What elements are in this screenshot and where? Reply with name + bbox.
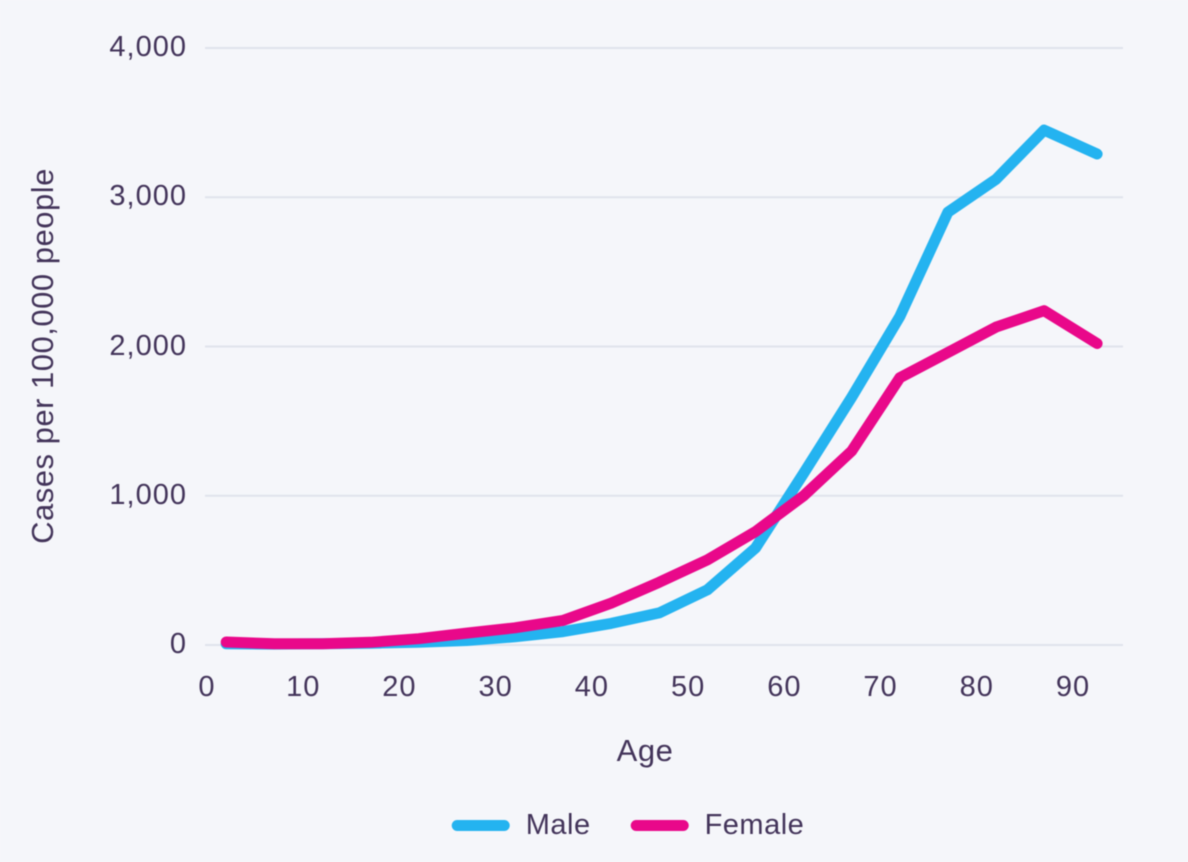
gridlines: [205, 47, 1123, 646]
x-tick-label: 50: [670, 671, 706, 703]
x-tick-label: 70: [863, 671, 898, 703]
x-tick-label: 30: [478, 671, 513, 703]
legend: Male Female: [451, 809, 805, 842]
y-tick-label: 1,000: [109, 478, 187, 511]
x-tick-label: 20: [382, 671, 417, 703]
x-axis-title: Age: [616, 733, 674, 768]
x-tick-label: 40: [574, 671, 609, 703]
y-axis-title: Cases per 100,000 people: [25, 168, 60, 544]
x-tick-label: 10: [286, 671, 321, 703]
legend-item-male: Male: [451, 809, 591, 842]
male-line: [220, 124, 1103, 650]
legend-label-female: Female: [704, 809, 805, 841]
x-tick-label: 90: [1055, 671, 1091, 703]
female-line: [220, 305, 1103, 650]
y-tick-label: 2,000: [109, 329, 187, 362]
legend-label-male: Male: [525, 809, 591, 841]
x-tick-label: 80: [959, 671, 994, 703]
series-lines: [220, 124, 1103, 650]
x-tick-label: 0: [198, 671, 216, 703]
y-tick-label: 0: [169, 628, 187, 660]
male-line-swatch: [451, 820, 510, 831]
legend-item-female: Female: [630, 809, 805, 842]
y-tick-label: 3,000: [109, 180, 187, 213]
x-tick-label: 60: [767, 671, 802, 703]
y-tick-label: 4,000: [109, 31, 187, 63]
female-line-swatch: [630, 820, 689, 831]
